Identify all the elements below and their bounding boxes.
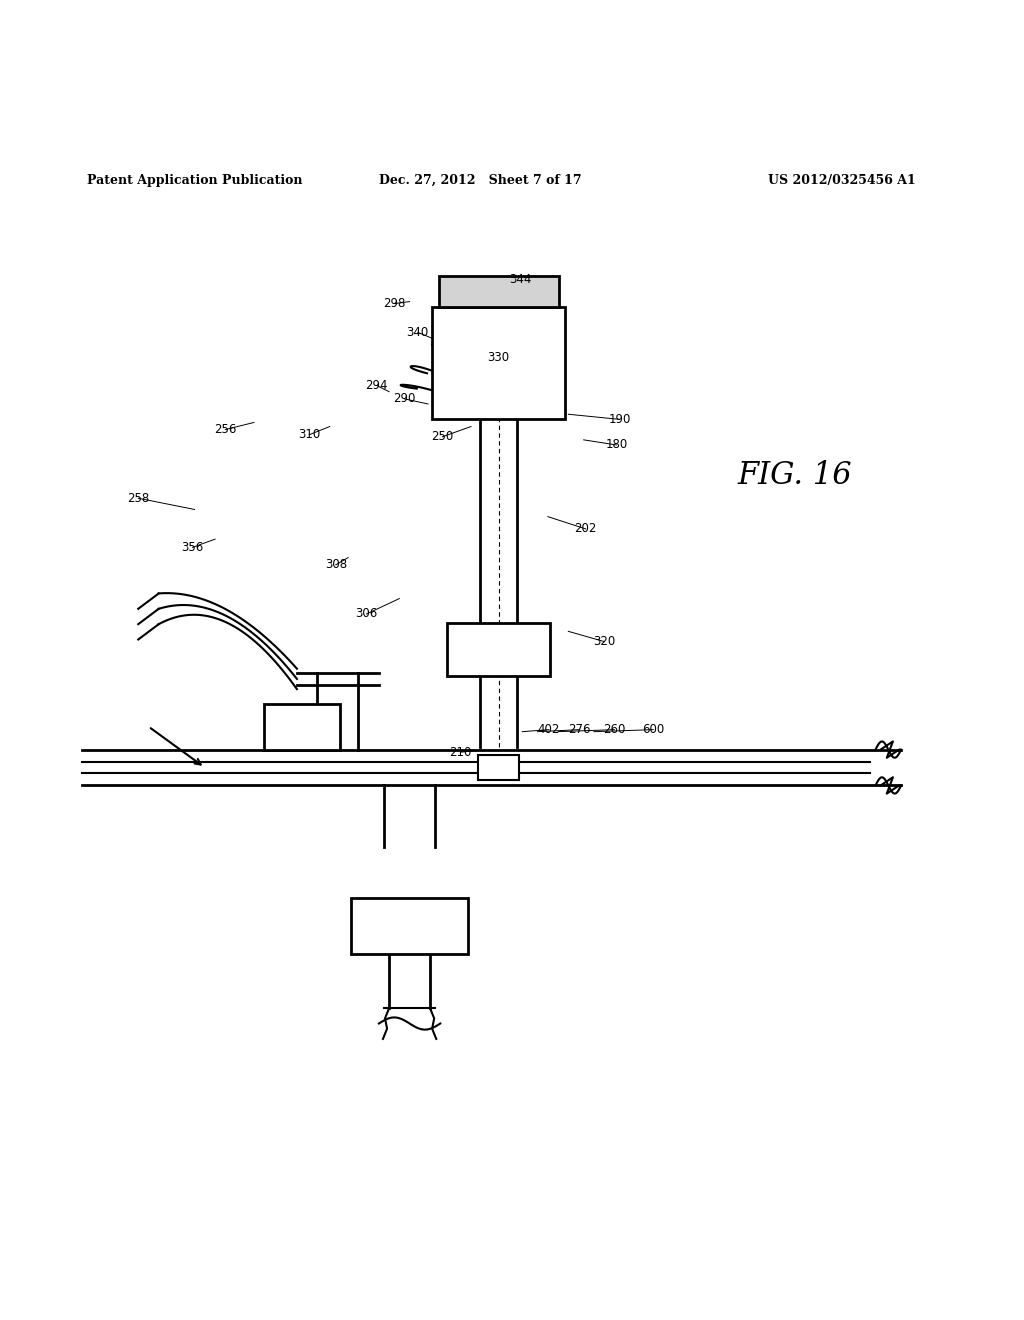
Text: 340: 340 (407, 326, 429, 339)
Text: 190: 190 (608, 413, 631, 426)
Text: 258: 258 (127, 492, 150, 504)
Text: 330: 330 (487, 351, 510, 364)
Text: 250: 250 (431, 430, 454, 444)
Bar (447, 623, 550, 676)
Text: 298: 298 (383, 297, 406, 310)
Text: 290: 290 (393, 392, 416, 405)
Text: FIG. 16: FIG. 16 (737, 461, 852, 491)
Text: 310: 310 (298, 428, 321, 441)
Text: 344: 344 (509, 272, 531, 285)
Text: 256: 256 (214, 424, 237, 436)
Text: 260: 260 (603, 723, 626, 737)
Text: 356: 356 (181, 541, 204, 554)
Text: 294: 294 (366, 379, 388, 392)
Bar (438, 276, 559, 306)
Text: 308: 308 (325, 558, 347, 572)
Bar (264, 704, 340, 750)
Text: Patent Application Publication: Patent Application Publication (87, 174, 302, 186)
Text: 180: 180 (605, 438, 628, 451)
Text: 210: 210 (450, 746, 472, 759)
Bar (478, 755, 519, 780)
Text: 276: 276 (568, 723, 591, 737)
Text: 402: 402 (538, 723, 560, 737)
Text: 202: 202 (574, 523, 597, 536)
Text: 600: 600 (642, 723, 665, 737)
Text: 306: 306 (355, 607, 378, 620)
Bar (432, 306, 565, 420)
Text: Dec. 27, 2012   Sheet 7 of 17: Dec. 27, 2012 Sheet 7 of 17 (379, 174, 582, 186)
Text: US 2012/0325456 A1: US 2012/0325456 A1 (768, 174, 915, 186)
Text: 320: 320 (593, 635, 615, 648)
Bar (350, 898, 469, 954)
